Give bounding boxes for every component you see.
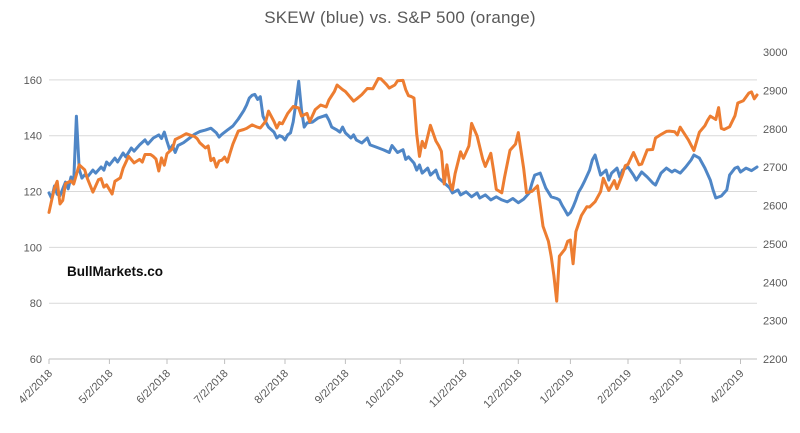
- svg-text:4/2/2018: 4/2/2018: [16, 368, 55, 407]
- svg-text:1/2/2019: 1/2/2019: [538, 368, 577, 407]
- left-axis-labels: 60 80 100 120 140 160: [24, 75, 42, 366]
- svg-text:9/2/2018: 9/2/2018: [313, 368, 352, 407]
- svg-text:3000: 3000: [763, 47, 787, 59]
- x-axis-labels: 4/2/2018 5/2/2018 6/2/2018 7/2/2018 8/2/2018…: [16, 368, 746, 411]
- svg-text:60: 60: [30, 354, 42, 366]
- x-axis: [48, 358, 757, 364]
- svg-text:2/2/2019: 2/2/2019: [595, 368, 634, 407]
- svg-text:6/2/2018: 6/2/2018: [134, 368, 173, 407]
- svg-text:80: 80: [30, 298, 42, 310]
- svg-text:160: 160: [24, 75, 42, 87]
- svg-text:2600: 2600: [763, 201, 787, 213]
- svg-text:120: 120: [24, 187, 42, 199]
- sp500-line: [47, 77, 759, 303]
- svg-text:2400: 2400: [763, 277, 787, 289]
- svg-text:12/2/2018: 12/2/2018: [481, 368, 524, 411]
- watermark: BullMarkets.co: [67, 264, 164, 279]
- svg-text:7/2/2018: 7/2/2018: [192, 368, 231, 407]
- svg-text:4/2/2019: 4/2/2019: [708, 368, 747, 407]
- chart-title: SKEW (blue) vs. S&P 500 (orange): [264, 8, 536, 27]
- svg-text:5/2/2018: 5/2/2018: [77, 368, 116, 407]
- right-axis-labels: 2200 2300 2400 2500 2600 2700 2800 2900 3000: [763, 47, 787, 366]
- svg-text:2900: 2900: [763, 85, 787, 97]
- svg-text:8/2/2018: 8/2/2018: [252, 368, 291, 407]
- svg-text:2700: 2700: [763, 162, 787, 174]
- svg-text:3/2/2019: 3/2/2019: [648, 368, 687, 407]
- svg-text:2800: 2800: [763, 124, 787, 136]
- svg-text:10/2/2018: 10/2/2018: [363, 368, 406, 411]
- svg-text:2300: 2300: [763, 316, 787, 328]
- svg-text:2500: 2500: [763, 239, 787, 251]
- svg-text:2200: 2200: [763, 354, 787, 366]
- svg-text:140: 140: [24, 131, 42, 143]
- svg-text:100: 100: [24, 242, 42, 254]
- skew-line: [47, 79, 759, 217]
- svg-text:11/2/2018: 11/2/2018: [427, 368, 470, 411]
